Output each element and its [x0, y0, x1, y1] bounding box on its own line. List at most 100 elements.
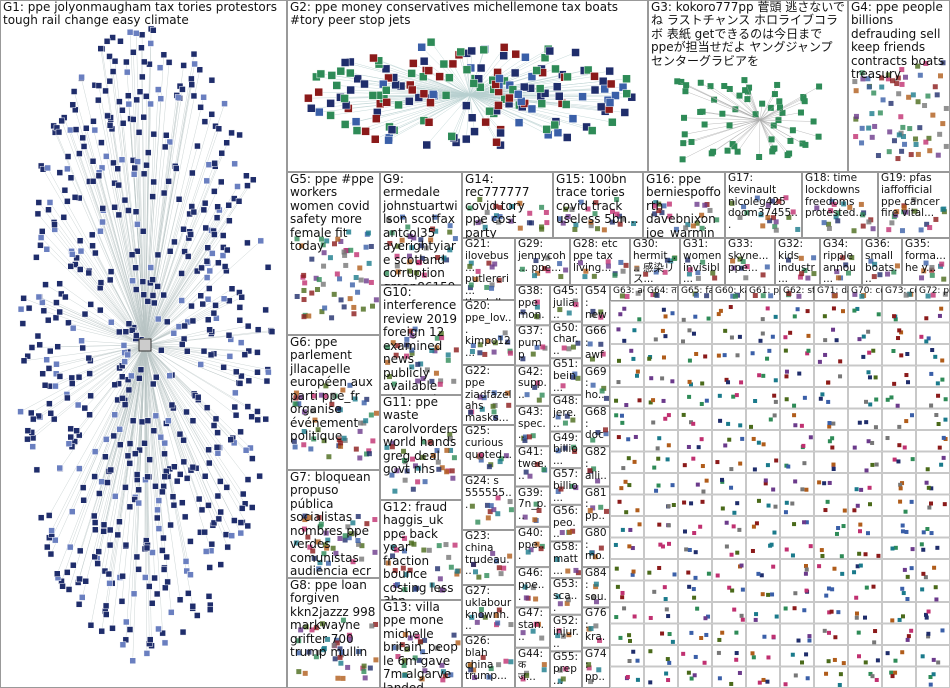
node [238, 293, 245, 301]
node [558, 486, 564, 492]
node [855, 306, 860, 311]
node [903, 292, 909, 298]
node [81, 310, 89, 318]
node [557, 678, 563, 684]
node [841, 201, 847, 207]
node [292, 444, 298, 450]
node [930, 292, 936, 298]
node [601, 227, 607, 233]
group-label: G24: s 555555... [465, 475, 512, 511]
node [436, 466, 442, 472]
hub-node [138, 338, 152, 352]
node [169, 493, 177, 500]
node [561, 345, 567, 351]
node [726, 85, 733, 92]
node [351, 311, 357, 317]
node [890, 674, 895, 679]
node [635, 677, 640, 682]
node [772, 393, 777, 398]
node [706, 614, 711, 619]
node [700, 464, 705, 469]
group-box [882, 602, 916, 624]
node [619, 486, 624, 491]
node [569, 206, 575, 212]
node [439, 465, 445, 471]
node [760, 317, 765, 322]
group-box [712, 645, 746, 667]
node [560, 220, 566, 226]
edge [734, 119, 761, 147]
node [319, 309, 325, 315]
group-box [582, 486, 610, 527]
group-box [780, 365, 814, 387]
edge [469, 94, 486, 123]
node [487, 509, 493, 515]
node [67, 174, 75, 182]
node [469, 503, 475, 509]
node [774, 458, 779, 463]
group-label: G51: bein... [553, 358, 579, 394]
node [701, 121, 708, 128]
node [65, 440, 73, 447]
node [432, 348, 438, 354]
group-box [882, 365, 916, 387]
group-box [550, 614, 582, 652]
node [347, 382, 353, 388]
node [918, 227, 924, 233]
node [753, 398, 758, 403]
node [917, 125, 923, 131]
node [792, 314, 797, 319]
node [853, 88, 859, 94]
group-box [678, 344, 712, 366]
node [357, 428, 363, 434]
node [738, 423, 743, 428]
node [469, 79, 479, 88]
node [915, 151, 921, 157]
node [160, 566, 168, 573]
node [213, 444, 221, 451]
node [420, 454, 426, 460]
node [663, 416, 668, 421]
node [72, 126, 80, 133]
node [631, 221, 637, 227]
node [435, 566, 441, 572]
group-box [746, 322, 780, 344]
node [188, 302, 195, 310]
node [447, 132, 457, 141]
node [724, 377, 729, 382]
node [495, 511, 501, 517]
node [34, 210, 42, 218]
node [666, 443, 671, 448]
node [203, 258, 211, 265]
node [754, 195, 760, 201]
node [919, 334, 924, 339]
node [826, 380, 831, 385]
node [327, 255, 333, 261]
node [496, 277, 502, 283]
node [336, 406, 342, 412]
node [152, 483, 159, 490]
node [111, 57, 119, 65]
node [87, 392, 94, 400]
node [822, 628, 827, 633]
node [840, 309, 845, 314]
group-box [814, 301, 848, 323]
node [807, 634, 812, 639]
edge [81, 340, 146, 346]
node [154, 514, 161, 522]
node [877, 272, 883, 278]
node [926, 609, 931, 614]
node [802, 141, 809, 148]
node [498, 571, 504, 577]
node [178, 270, 185, 277]
node [704, 293, 710, 299]
node [205, 593, 213, 600]
edge [144, 247, 208, 346]
edge [144, 199, 180, 346]
node [822, 314, 827, 319]
edge [469, 94, 602, 108]
group-box [610, 408, 644, 430]
edge [144, 344, 148, 477]
edge [144, 344, 148, 654]
node [929, 486, 934, 491]
